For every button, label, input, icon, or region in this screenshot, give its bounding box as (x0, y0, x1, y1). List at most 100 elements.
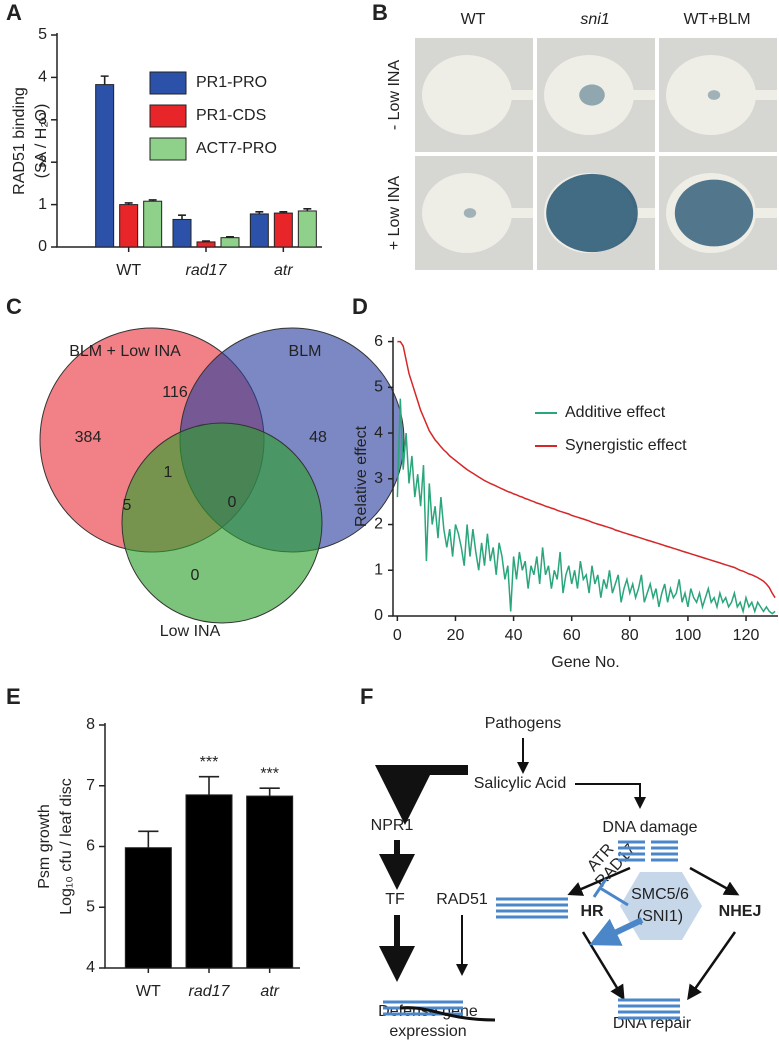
region-count: 0 (228, 494, 237, 511)
x-tick-label: 120 (733, 627, 760, 644)
x-tick-label: 100 (675, 627, 702, 644)
petiole (627, 208, 655, 218)
panel-label: D (352, 294, 368, 319)
significance: *** (200, 754, 219, 771)
stain (546, 173, 638, 253)
petiole (749, 90, 777, 100)
y-tick-label: 5 (38, 26, 47, 43)
y-axis-label: (SA / H₂O) (33, 104, 50, 179)
line (397, 340, 776, 599)
y-tick-label: 5 (374, 379, 383, 396)
x-tick-label: atr (274, 262, 293, 279)
row-label: - Low INA (386, 60, 403, 131)
column-label: WT+BLM (683, 11, 750, 28)
region-count: 0 (191, 567, 200, 584)
x-tick-label: 0 (393, 627, 402, 644)
petiole (749, 208, 777, 218)
y-axis-label: Relative effect (353, 425, 370, 527)
x-tick-label: 20 (447, 627, 465, 644)
node-label: NPR1 (371, 817, 414, 834)
leaf (422, 55, 512, 135)
transcript (399, 1006, 496, 1022)
node-label: DNA damage (602, 819, 697, 836)
y-tick-label: 3 (38, 111, 47, 128)
petiole (505, 208, 533, 218)
error-bar (202, 240, 210, 242)
x-tick-label: 80 (621, 627, 639, 644)
y-tick-label: 1 (374, 561, 383, 578)
y-tick-label: 8 (86, 716, 95, 733)
y-axis-label: RAD51 binding (11, 87, 28, 195)
leaf (544, 55, 634, 135)
set-label: BLM + Low INA (69, 343, 181, 360)
panel-label: E (6, 684, 21, 709)
bar (143, 200, 163, 248)
hexagon (620, 872, 702, 940)
node-label: TF (385, 891, 405, 908)
region-count: 48 (309, 429, 327, 446)
set-label: BLM (289, 343, 322, 360)
stain (674, 179, 754, 247)
thick-arrow (375, 765, 468, 825)
venn-set (121, 422, 323, 624)
bar (95, 84, 115, 248)
panel-label: C (6, 294, 22, 319)
legend-swatch (149, 71, 187, 95)
y-tick-label: 0 (38, 238, 47, 255)
y-tick-label: 4 (38, 69, 47, 86)
bar (246, 795, 294, 969)
error-bar (303, 208, 312, 211)
panel-label: F (360, 684, 373, 709)
line (396, 398, 776, 615)
region-count: 116 (162, 384, 188, 401)
x-tick-label: WT (136, 983, 161, 1000)
bar (119, 204, 139, 248)
x-tick-label: WT (116, 262, 141, 279)
row-label: + Low INA (386, 176, 403, 251)
panel-label: A (6, 0, 22, 25)
y-axis-label: Log₁₀ cfu / leaf disc (58, 778, 75, 915)
error-bar (198, 775, 220, 795)
column-label: WT (461, 11, 486, 28)
leaf (666, 55, 756, 135)
y-tick-label: 6 (86, 838, 95, 855)
bar (124, 847, 172, 969)
set-label: Low INA (160, 623, 221, 640)
region-count: 1 (164, 464, 173, 481)
petiole (505, 90, 533, 100)
y-tick-label: 6 (374, 333, 383, 350)
arrow (689, 866, 740, 896)
y-tick-label: 1 (38, 196, 47, 213)
bar (273, 212, 293, 248)
y-tick-label: 5 (86, 898, 95, 915)
error-bar (255, 211, 264, 214)
panel-label: B (372, 0, 388, 25)
inhibition (592, 878, 629, 907)
column-label: sni1 (580, 11, 609, 28)
x-axis-label: Gene No. (551, 654, 619, 671)
arrow (575, 783, 646, 809)
x-tick-label: atr (260, 983, 279, 1000)
arrow (687, 931, 737, 1001)
legend-label: PR1-CDS (196, 107, 266, 124)
error-bar (226, 236, 234, 238)
node-label: Pathogens (485, 715, 562, 732)
bar (220, 237, 240, 248)
y-tick-label: 4 (374, 424, 383, 441)
arrow (567, 866, 631, 896)
legend-swatch (149, 104, 187, 128)
error-bar (279, 211, 288, 214)
x-tick-label: rad17 (189, 983, 231, 1000)
stain (579, 84, 605, 106)
node-label: SMC5/6 (631, 886, 689, 903)
legend-swatch (149, 137, 187, 161)
y-tick-label: 2 (374, 516, 383, 533)
bar (185, 794, 233, 969)
bar (249, 213, 269, 248)
bar (172, 218, 192, 248)
leaf (422, 173, 512, 253)
bar (297, 210, 317, 248)
region-count: 5 (123, 497, 132, 514)
bar (196, 241, 216, 248)
error-bar (100, 75, 109, 85)
